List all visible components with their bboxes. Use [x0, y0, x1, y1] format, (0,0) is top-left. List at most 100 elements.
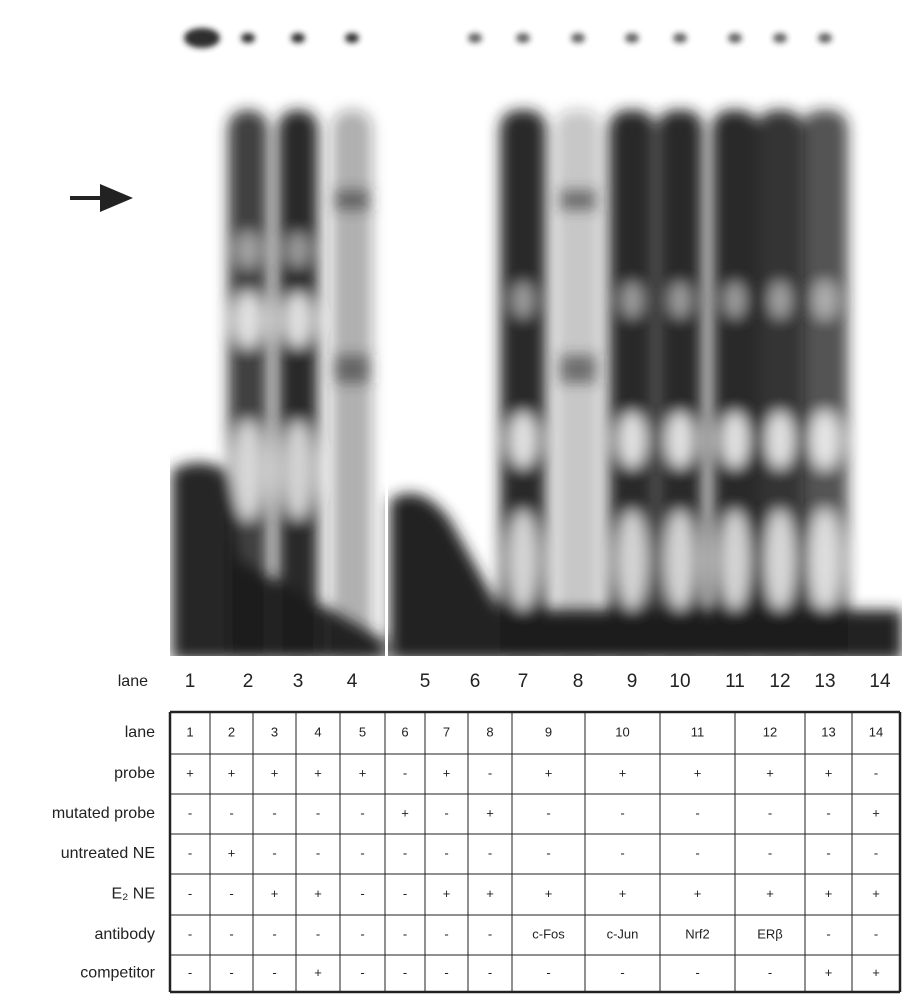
lane-number: 2 — [243, 671, 254, 692]
lane-band — [334, 190, 370, 210]
well — [625, 33, 639, 43]
table-cell: + — [314, 965, 322, 980]
lane-gap — [234, 292, 262, 348]
table-cell: - — [444, 845, 448, 860]
table-cell: - — [188, 965, 192, 980]
lane-smear — [278, 110, 318, 660]
well — [673, 33, 687, 43]
table-cell: - — [444, 805, 448, 820]
lane-gap — [622, 282, 642, 318]
arrow — [70, 184, 133, 212]
table-cell: - — [874, 765, 878, 780]
lane-gap — [766, 412, 794, 468]
lane-gap — [725, 282, 745, 318]
well — [345, 33, 359, 43]
table-cell: + — [694, 886, 702, 901]
table-cell: - — [695, 805, 699, 820]
table-cell: - — [826, 805, 830, 820]
well — [728, 33, 742, 43]
table-cell: - — [874, 845, 878, 860]
lane-gap — [618, 412, 646, 468]
lane-gap — [233, 420, 263, 520]
well — [773, 33, 787, 43]
table-cell: - — [620, 965, 624, 980]
table-cell: - — [316, 845, 320, 860]
table-cell: - — [403, 965, 407, 980]
table-cell: + — [825, 886, 833, 901]
table-cell: - — [874, 926, 878, 941]
table-cell: + — [619, 886, 627, 901]
table-cell: - — [768, 965, 772, 980]
table-cell: - — [488, 845, 492, 860]
table-cell: + — [443, 886, 451, 901]
lane-number: 4 — [347, 671, 358, 692]
table-cell: + — [545, 886, 553, 901]
lane-gap — [284, 292, 312, 348]
row-label: lane — [125, 724, 155, 741]
table-cell: - — [229, 805, 233, 820]
table-cell: - — [316, 805, 320, 820]
table-cell: + — [271, 886, 279, 901]
table-cell: + — [545, 765, 553, 780]
table-cell: 1 — [186, 724, 193, 739]
table-cell: 2 — [228, 724, 235, 739]
table-cell: 9 — [545, 724, 552, 739]
lane-band — [560, 190, 596, 210]
lane-number: 5 — [420, 671, 431, 692]
lane-number: 6 — [470, 671, 481, 692]
lane-title: lane — [118, 673, 148, 690]
table-cell: - — [768, 805, 772, 820]
table-cell: - — [546, 965, 550, 980]
table-cell: + — [359, 765, 367, 780]
table-cell: - — [768, 845, 772, 860]
table-cell: + — [271, 765, 279, 780]
table-cell: 11 — [691, 724, 705, 739]
row-label: E₂ NE — [111, 886, 155, 903]
table-cell: 8 — [486, 724, 493, 739]
well — [571, 33, 585, 43]
table-cell: - — [620, 845, 624, 860]
table-cell: 14 — [869, 724, 883, 739]
table-cell: 13 — [821, 724, 835, 739]
lane-gap — [513, 282, 533, 318]
table-cell: - — [360, 845, 364, 860]
table-cell: - — [403, 765, 407, 780]
table-cell: + — [766, 886, 774, 901]
table-cell: - — [316, 926, 320, 941]
table-cell: + — [619, 765, 627, 780]
table-cell: - — [188, 926, 192, 941]
table-cell: - — [188, 805, 192, 820]
lane-number: 14 — [869, 671, 891, 692]
well — [516, 33, 530, 43]
well — [468, 33, 482, 43]
table-cell: + — [314, 886, 322, 901]
table-cell: + — [766, 765, 774, 780]
table-cell: - — [403, 886, 407, 901]
lane-smear — [228, 110, 268, 660]
table-cell: - — [488, 765, 492, 780]
lane-gap — [508, 510, 538, 610]
lane-gap — [765, 510, 795, 610]
gel-smear — [172, 110, 902, 660]
row-label: mutated probe — [52, 805, 155, 822]
table-cell: - — [488, 926, 492, 941]
table-cell: - — [188, 886, 192, 901]
table-cell: - — [360, 805, 364, 820]
table-cell: - — [229, 886, 233, 901]
table-cell: + — [314, 765, 322, 780]
table-cell: - — [826, 845, 830, 860]
table-cell: + — [872, 805, 880, 820]
table-cell: - — [695, 965, 699, 980]
table-cell: + — [694, 765, 702, 780]
table-cell: + — [228, 765, 236, 780]
lane-number: 10 — [669, 671, 690, 692]
lane-band — [560, 355, 596, 383]
table-cell: - — [546, 845, 550, 860]
table-cell: + — [872, 886, 880, 901]
table-cell: - — [229, 926, 233, 941]
table-cell: + — [872, 965, 880, 980]
lane-gap — [617, 510, 647, 610]
table-cell: ERβ — [757, 926, 783, 941]
table-cell: + — [486, 805, 494, 820]
row-label: untreated NE — [61, 845, 155, 862]
